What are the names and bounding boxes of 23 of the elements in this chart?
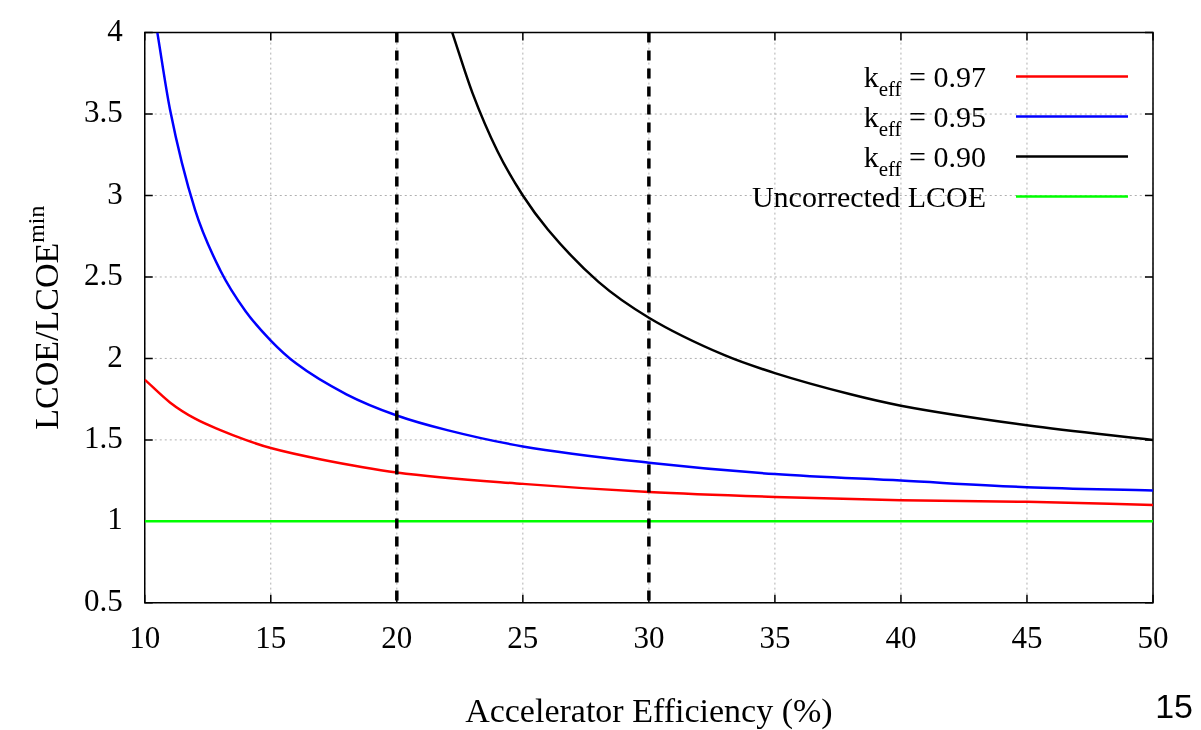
y-tick-label: 1.5 — [84, 420, 123, 456]
y-axis-title: LCOE/LCOEmin — [23, 205, 65, 430]
x-tick-label: 35 — [759, 619, 791, 655]
x-tick-label: 40 — [885, 619, 917, 655]
y-tick-label: 2.5 — [84, 257, 123, 293]
x-tick-label: 45 — [1011, 619, 1043, 655]
y-tick-label: 3.5 — [84, 94, 123, 130]
y-tick-label: 0.5 — [84, 582, 123, 618]
y-tick-label: 2 — [107, 338, 123, 374]
x-tick-label: 20 — [381, 619, 413, 655]
y-tick-label: 3 — [107, 175, 123, 211]
line-series — [156, 32, 1153, 492]
y-tick-label: 4 — [107, 12, 124, 48]
y-tick-label: 1 — [107, 501, 123, 537]
x-tick-label: 50 — [1137, 619, 1169, 655]
x-axis-title: Accelerator Efficiency (%) — [465, 692, 833, 730]
x-tick-label: 10 — [129, 619, 161, 655]
text: 15 — [1155, 687, 1193, 726]
x-tick-label: 15 — [255, 619, 287, 655]
x-tick-label: 25 — [507, 619, 539, 655]
legend-label: Uncorrected LCOE — [751, 179, 987, 213]
line-series — [144, 378, 1153, 507]
x-tick-label: 30 — [633, 619, 665, 655]
